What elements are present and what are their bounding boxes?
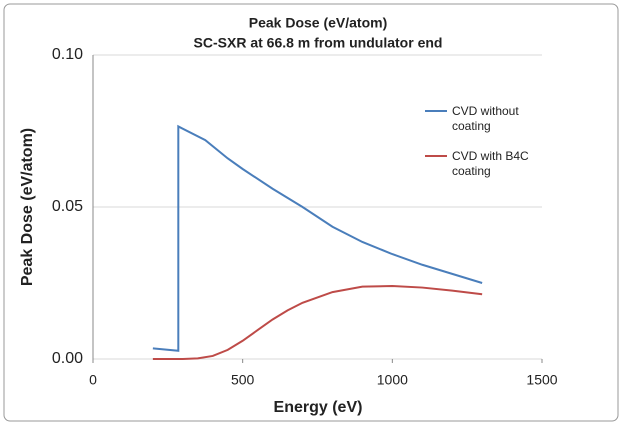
x-tick-label: 1500 — [526, 372, 557, 388]
chart-subtitle: SC-SXR at 66.8 m from undulator end — [194, 35, 443, 51]
x-tick-label: 0 — [89, 372, 97, 388]
chart-title: Peak Dose (eV/atom) — [249, 15, 388, 31]
legend-label: CVD with B4C coating — [452, 149, 529, 178]
y-tick-label: 0.00 — [52, 350, 83, 367]
legend-label: CVD without coating — [452, 104, 519, 133]
y-tick-label: 0.10 — [52, 46, 83, 63]
data-line — [152, 124, 483, 352]
x-tick-label: 500 — [231, 372, 255, 388]
x-tick-label: 1000 — [377, 372, 408, 388]
y-axis-label: Peak Dose (eV/atom) — [19, 128, 36, 286]
data-line — [152, 285, 483, 360]
y-tick-label: 0.05 — [52, 198, 83, 215]
x-axis-label: Energy (eV) — [274, 399, 363, 416]
